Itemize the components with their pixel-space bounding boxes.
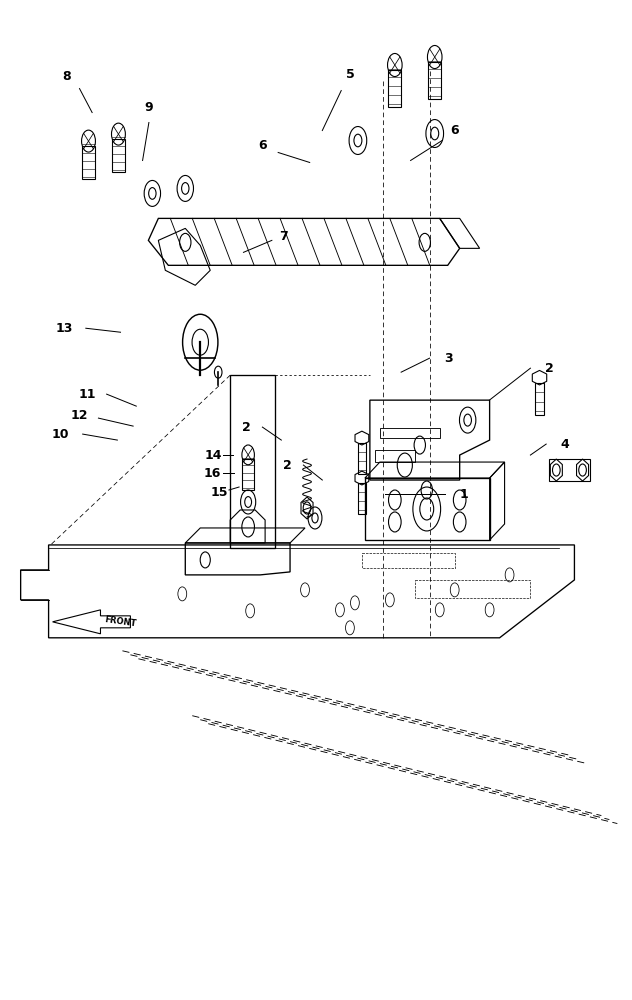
Text: 13: 13	[55, 322, 73, 335]
Text: 10: 10	[52, 428, 70, 441]
Text: 3: 3	[444, 352, 453, 365]
Text: 4: 4	[561, 438, 569, 451]
Text: 16: 16	[204, 467, 221, 480]
Text: 6: 6	[258, 139, 267, 152]
Text: 14: 14	[205, 449, 222, 462]
Text: 2: 2	[283, 459, 292, 472]
Text: 8: 8	[63, 70, 71, 83]
Text: 2: 2	[242, 421, 251, 434]
Text: 9: 9	[145, 101, 153, 114]
Text: 6: 6	[451, 124, 459, 137]
Text: 12: 12	[71, 409, 88, 422]
Text: 5: 5	[346, 68, 355, 81]
Text: 15: 15	[210, 486, 228, 499]
Text: FRONT: FRONT	[104, 615, 137, 629]
Text: 7: 7	[279, 230, 288, 243]
Text: 1: 1	[460, 488, 468, 501]
Text: 11: 11	[79, 388, 97, 401]
Text: 2: 2	[545, 362, 554, 375]
